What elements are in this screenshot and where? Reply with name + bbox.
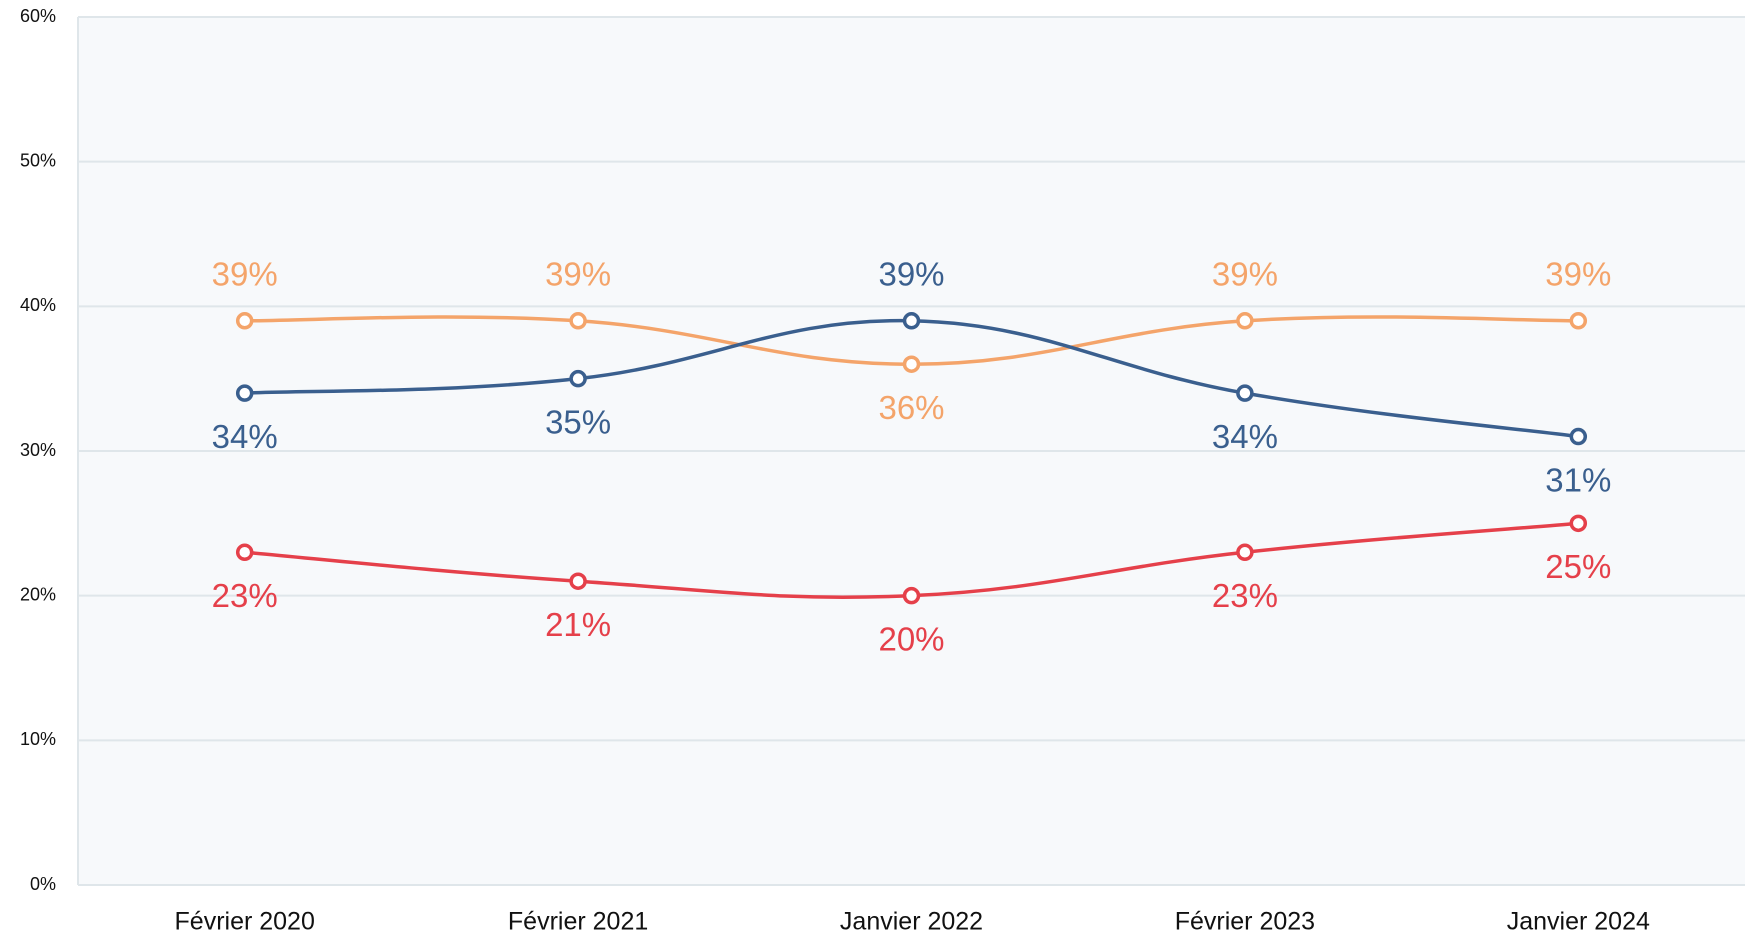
- y-tick-label: 60%: [20, 6, 56, 26]
- point: [1569, 312, 1588, 330]
- data-label: 39%: [878, 256, 944, 293]
- y-tick-label: 0%: [30, 874, 56, 894]
- point: [1569, 427, 1588, 446]
- y-tick-label: 30%: [20, 440, 56, 460]
- x-tick-label: Janvier 2024: [1507, 908, 1650, 936]
- x-tick-label: Janvier 2022: [840, 908, 983, 936]
- data-label: 23%: [212, 577, 278, 614]
- point: [235, 312, 254, 330]
- x-tick-label: Février 2021: [508, 908, 648, 936]
- point: [902, 312, 921, 330]
- data-label: 34%: [1212, 418, 1278, 455]
- point: [1236, 384, 1254, 402]
- point: [569, 572, 587, 590]
- data-label: 39%: [1212, 256, 1278, 293]
- data-label: 23%: [1212, 577, 1278, 614]
- x-tick-label: Février 2023: [1175, 908, 1315, 936]
- point: [1236, 312, 1254, 330]
- point: [569, 369, 587, 388]
- data-label: 25%: [1545, 548, 1611, 585]
- data-label: 39%: [212, 256, 278, 293]
- y-tick-label: 20%: [20, 584, 56, 604]
- point: [235, 543, 254, 562]
- data-label: 34%: [212, 418, 278, 455]
- data-label: 20%: [878, 620, 944, 657]
- point: [235, 384, 254, 402]
- point: [1236, 543, 1254, 562]
- data-label: 31%: [1545, 461, 1611, 498]
- data-label: 21%: [545, 606, 611, 643]
- point: [902, 586, 921, 605]
- x-tick-label: Février 2020: [175, 908, 315, 936]
- data-label: 35%: [545, 403, 611, 440]
- y-tick-label: 50%: [20, 150, 56, 170]
- y-tick-label: 40%: [20, 295, 56, 315]
- data-label: 36%: [878, 389, 944, 426]
- point: [902, 355, 921, 373]
- data-label: 39%: [1545, 256, 1611, 293]
- data-label: 39%: [545, 256, 611, 293]
- point: [569, 312, 587, 330]
- y-tick-label: 10%: [20, 729, 56, 749]
- point: [1569, 514, 1588, 533]
